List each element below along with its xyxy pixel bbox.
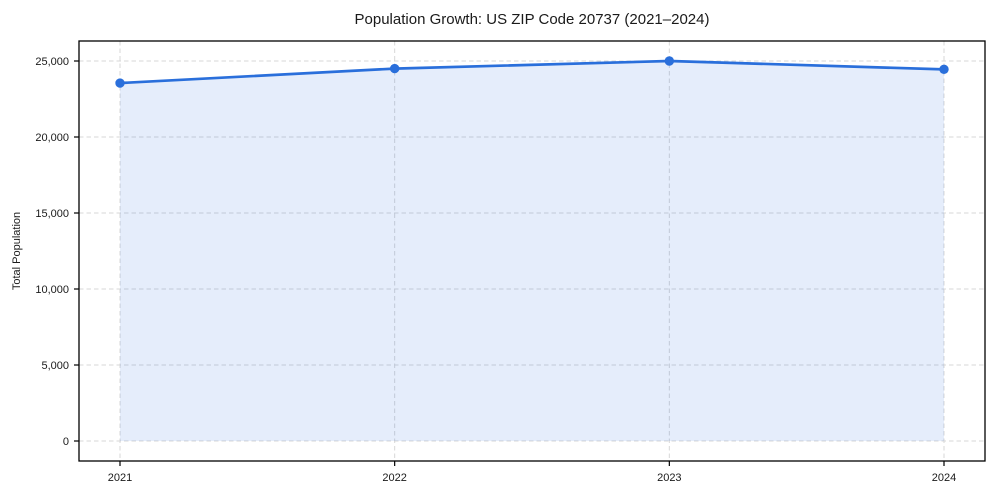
x-tick-label-2021: 2021 xyxy=(108,472,132,484)
y-tick-label-10,000: 10,000 xyxy=(35,284,69,296)
data-point-2024 xyxy=(939,64,949,75)
y-tick-label-0: 0 xyxy=(63,436,69,448)
data-point-2022 xyxy=(389,63,400,74)
chart-title: Population Growth: US ZIP Code 20737 (20… xyxy=(354,11,710,28)
data-point-2023 xyxy=(664,56,675,66)
x-tick-label-2024: 2024 xyxy=(932,472,956,484)
data-line-total-population xyxy=(118,59,946,85)
x-tick-label-2022: 2022 xyxy=(382,472,406,484)
y-tick-label-5,000: 5,000 xyxy=(41,360,69,372)
data-point-2021 xyxy=(115,78,125,88)
area-fill xyxy=(120,61,944,441)
y-tick-label-15,000: 15,000 xyxy=(35,208,69,220)
y-tick-label-20,000: 20,000 xyxy=(35,132,69,144)
plot-border xyxy=(78,40,986,462)
x-tick-label-2023: 2023 xyxy=(657,472,681,484)
y-tick-label-25,000: 25,000 xyxy=(35,56,69,68)
